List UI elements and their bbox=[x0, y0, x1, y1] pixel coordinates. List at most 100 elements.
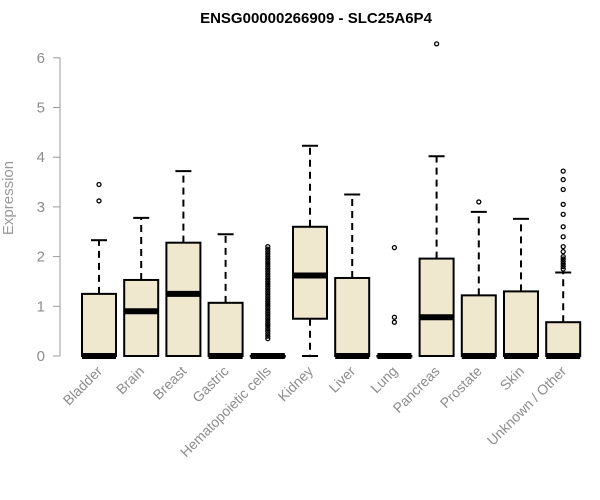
outlier-point bbox=[265, 311, 271, 317]
outlier-point bbox=[560, 224, 566, 230]
outlier-point bbox=[265, 266, 271, 272]
outlier-point bbox=[560, 201, 566, 208]
box-brain bbox=[123, 216, 160, 358]
y-axis: 0 1 2 3 4 5 6 bbox=[37, 50, 61, 365]
outlier-point bbox=[560, 244, 566, 250]
box-bladder bbox=[81, 181, 117, 359]
outlier-point bbox=[265, 316, 271, 322]
box-prostate bbox=[460, 199, 497, 359]
outlier-point bbox=[560, 266, 566, 272]
outlier-point bbox=[96, 198, 102, 204]
outlier-point bbox=[265, 330, 271, 337]
outlier-point bbox=[265, 323, 271, 329]
box-liver bbox=[334, 193, 371, 359]
x-tick-label: Prostate bbox=[437, 363, 485, 411]
outlier-point bbox=[265, 286, 271, 292]
box-iqr bbox=[334, 276, 371, 358]
box-iqr bbox=[165, 241, 202, 358]
box-iqr bbox=[207, 301, 244, 358]
box-pancreas bbox=[418, 41, 455, 358]
y-tick-label: 0 bbox=[37, 348, 45, 365]
outlier-point bbox=[560, 248, 566, 255]
outlier-point bbox=[265, 293, 271, 300]
box-lung bbox=[376, 245, 413, 359]
outlier-point bbox=[265, 253, 271, 260]
outlier-point bbox=[265, 263, 271, 270]
x-tick-label: Breast bbox=[150, 363, 190, 403]
outlier-point bbox=[265, 321, 271, 327]
box-iqr bbox=[418, 257, 455, 358]
outlier-point bbox=[265, 268, 271, 275]
outlier-point bbox=[265, 288, 271, 295]
outlier-point bbox=[560, 211, 566, 218]
outlier-point bbox=[476, 199, 482, 205]
y-tick-label: 1 bbox=[37, 298, 45, 315]
box-iqr bbox=[503, 290, 539, 358]
x-tick-label: Skin bbox=[497, 363, 528, 394]
box-iqr bbox=[81, 292, 117, 357]
outlier-point bbox=[265, 251, 271, 257]
outlier-point bbox=[265, 244, 271, 250]
x-tick-label: Liver bbox=[326, 363, 359, 396]
outlier-point bbox=[265, 291, 271, 297]
outlier-point bbox=[265, 256, 271, 262]
box-breast bbox=[165, 170, 202, 358]
x-tick-label: Unknown / Other bbox=[484, 363, 570, 449]
x-tick-label: Brain bbox=[113, 363, 147, 397]
outlier-point bbox=[265, 298, 271, 304]
x-tick-label: Lung bbox=[367, 363, 400, 396]
box-kidney bbox=[292, 144, 328, 357]
x-tick-label: Bladder bbox=[60, 363, 106, 409]
box-unknown-other bbox=[545, 168, 582, 359]
outlier-point bbox=[265, 333, 271, 339]
outlier-point bbox=[560, 256, 566, 262]
outlier-point bbox=[391, 314, 398, 320]
outlier-point bbox=[433, 41, 440, 47]
box-iqr bbox=[123, 278, 160, 358]
box-iqr bbox=[545, 321, 582, 358]
outlier-point bbox=[560, 258, 566, 265]
outlier-point bbox=[560, 168, 566, 174]
outlier-point bbox=[265, 258, 271, 265]
box-gastric bbox=[207, 233, 244, 359]
outlier-point bbox=[265, 271, 271, 277]
box-iqr bbox=[460, 294, 497, 357]
outlier-point bbox=[265, 246, 271, 252]
outlier-point bbox=[265, 276, 271, 282]
outlier-point bbox=[265, 303, 271, 309]
outlier-point bbox=[560, 234, 566, 240]
outlier-point bbox=[265, 328, 271, 334]
outlier-point bbox=[265, 313, 271, 319]
outlier-point bbox=[265, 273, 271, 280]
y-tick-label: 3 bbox=[37, 199, 45, 216]
outlier-point bbox=[265, 301, 271, 307]
outlier-point bbox=[265, 308, 271, 314]
outlier-point bbox=[560, 261, 566, 267]
outlier-point bbox=[265, 326, 271, 332]
y-tick-label: 4 bbox=[37, 149, 45, 166]
box-skin bbox=[503, 217, 539, 359]
y-tick-label: 5 bbox=[37, 100, 45, 117]
outlier-point bbox=[265, 335, 271, 342]
outlier-point bbox=[560, 176, 566, 183]
outlier-point bbox=[265, 278, 271, 285]
outlier-point bbox=[265, 281, 271, 287]
outlier-point bbox=[265, 248, 271, 255]
y-tick-label: 2 bbox=[37, 249, 45, 266]
outlier-point bbox=[265, 283, 271, 290]
outlier-point bbox=[560, 186, 566, 193]
y-tick-label: 6 bbox=[37, 50, 45, 67]
outlier-point bbox=[265, 318, 271, 324]
outlier-point bbox=[265, 261, 271, 267]
boxes-layer bbox=[81, 41, 582, 359]
outlier-point bbox=[265, 296, 271, 302]
x-tick-label: Kidney bbox=[275, 363, 317, 405]
outlier-point bbox=[391, 245, 398, 251]
y-axis-label: Expression bbox=[0, 161, 17, 235]
outlier-point bbox=[560, 263, 566, 270]
outlier-point bbox=[96, 181, 102, 188]
chart-title: ENSG00000266909 - SLC25A6P4 bbox=[200, 10, 432, 27]
outlier-point bbox=[265, 306, 271, 312]
